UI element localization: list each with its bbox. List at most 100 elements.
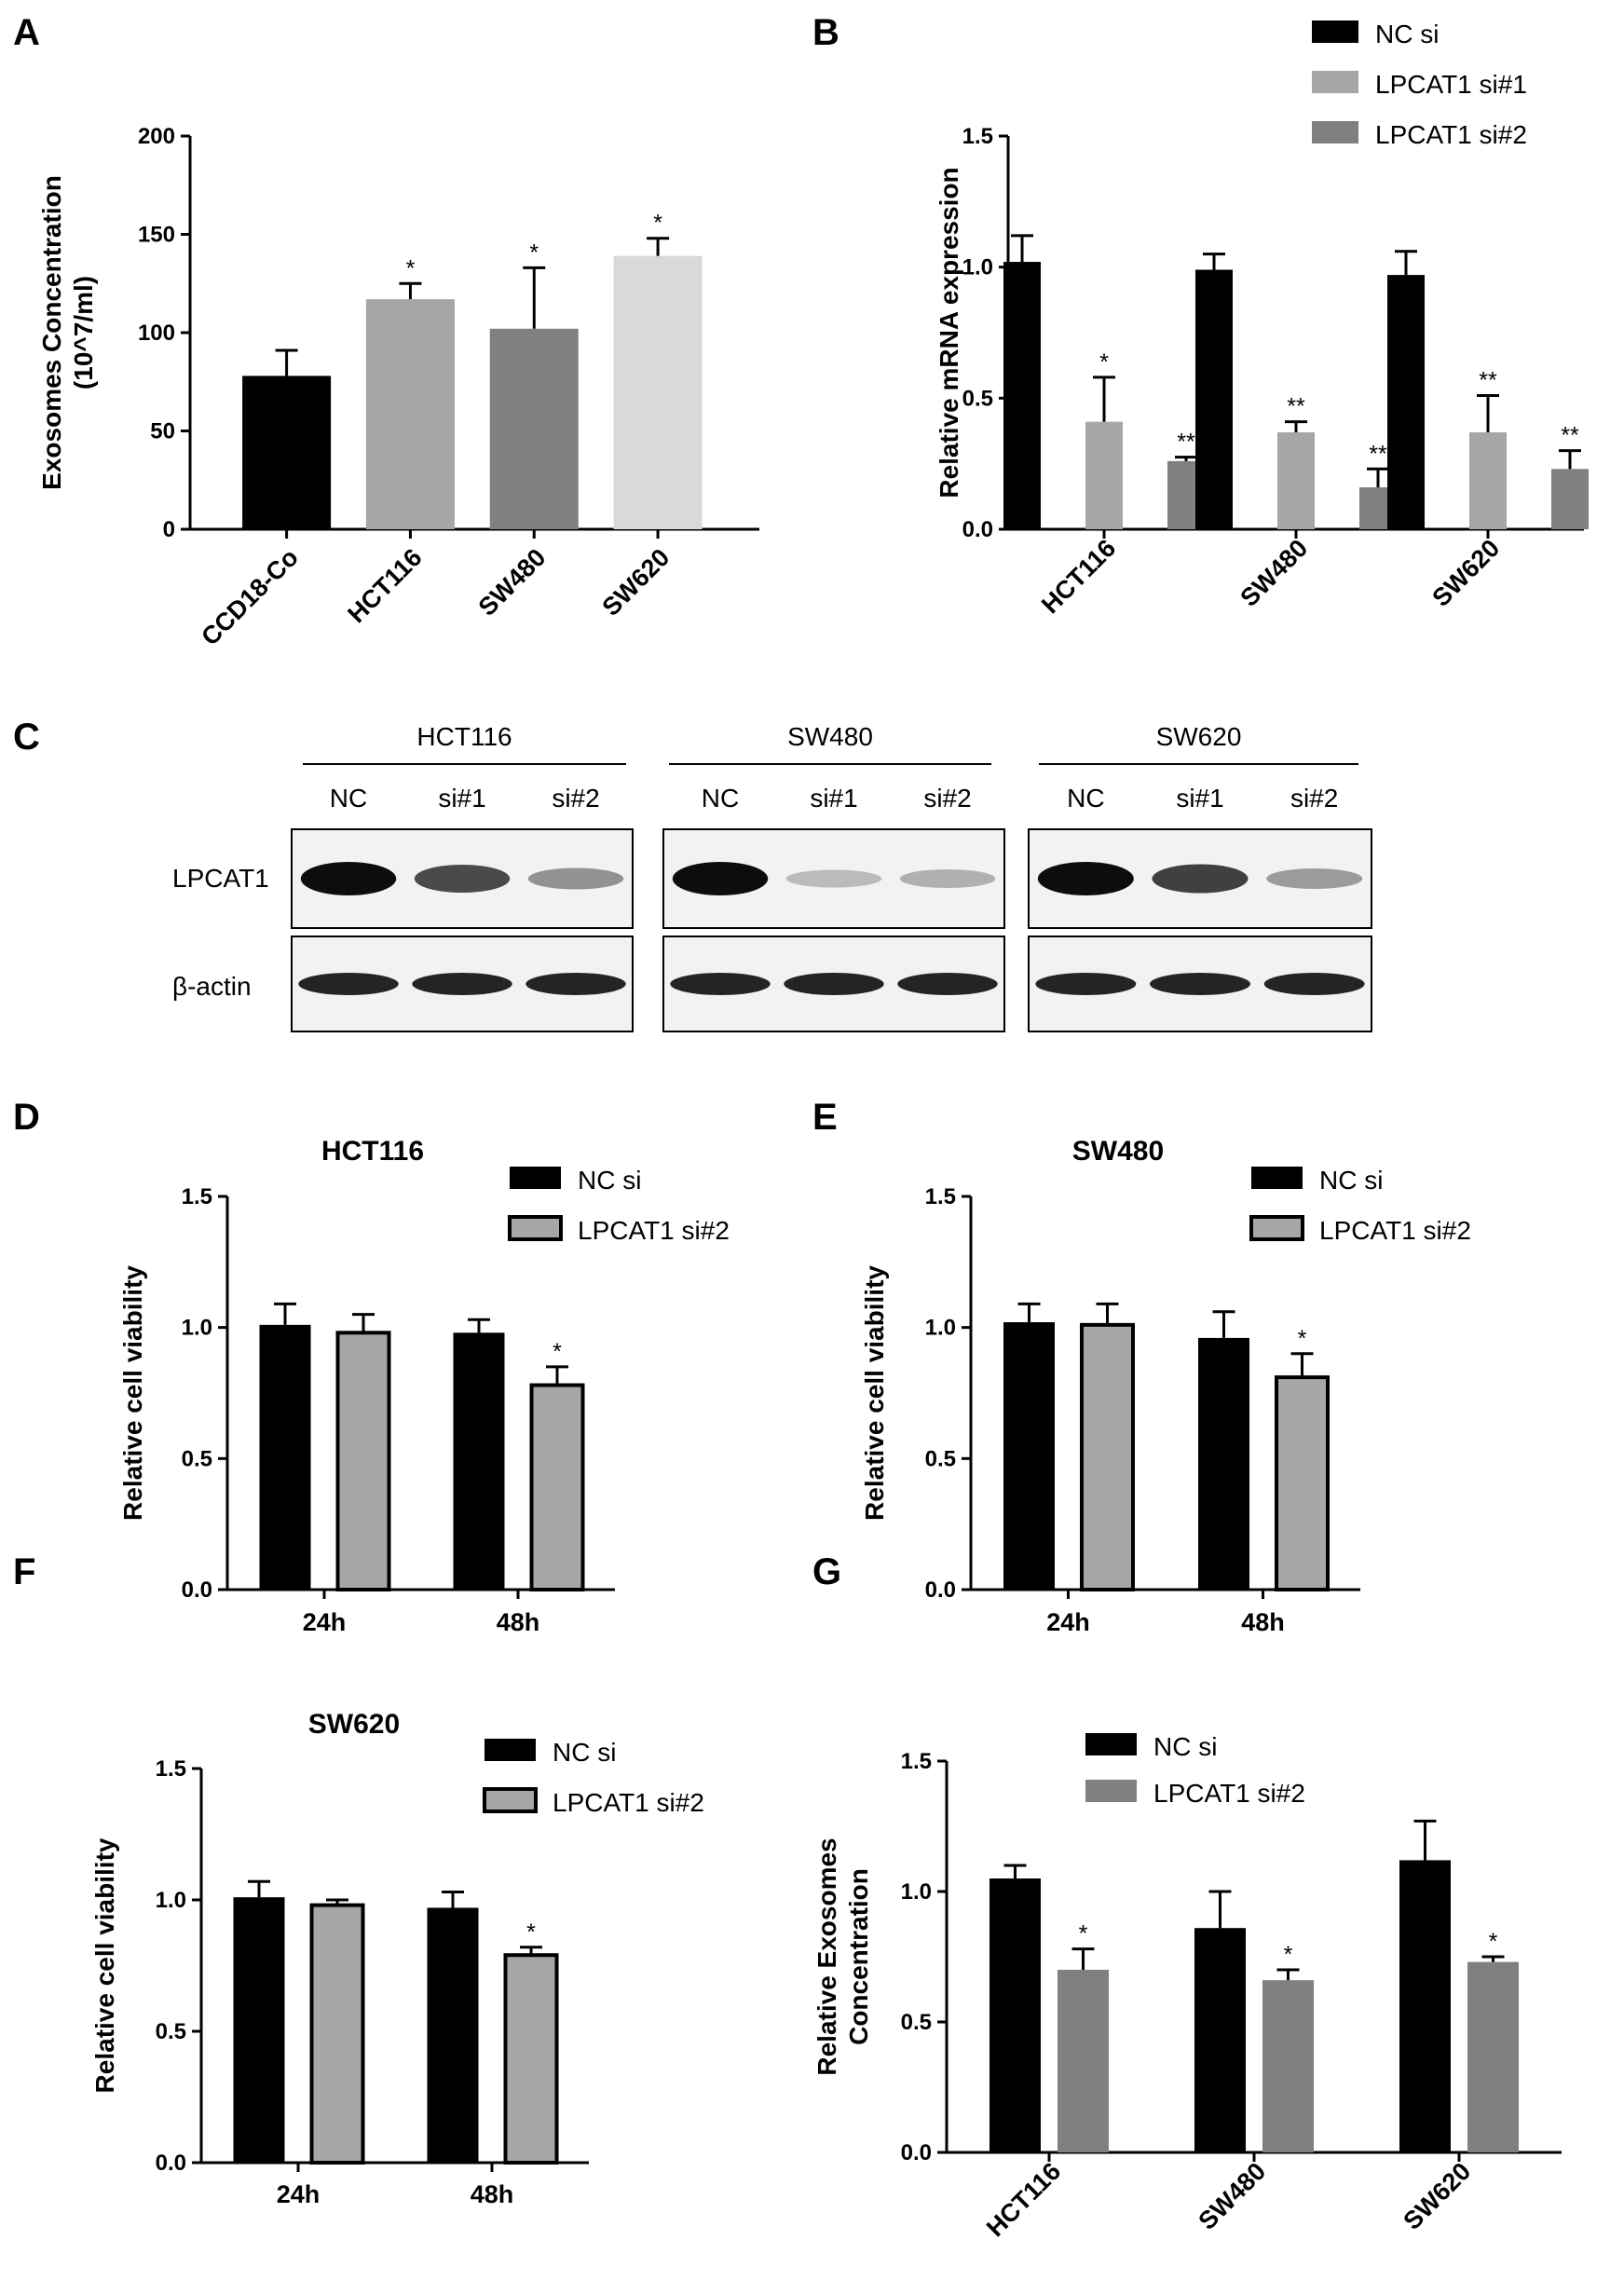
chart-a-y-tick-label: 0 (163, 517, 175, 542)
chart-e-legend-label: NC si (1319, 1166, 1383, 1195)
blot-band-lpcat1 (1152, 864, 1249, 894)
chart-g-legend-label: LPCAT1 si#2 (1153, 1779, 1305, 1808)
blot-band-lpcat1 (785, 869, 882, 888)
chart-f: 0.0 0.5 1.0 1.5 Relative cell viability SW620… (90, 1709, 704, 2208)
chart-a-significance: * (529, 239, 539, 266)
chart-d-title: HCT116 (321, 1136, 424, 1167)
chart-a-y-axis-label: (10^7/ml) (69, 276, 98, 389)
chart-a-x-tick-label: CCD18-Co (196, 543, 304, 651)
chart-f-bar-24h-s2 (309, 1903, 365, 2165)
chart-g-y-axis-label: Relative Exosomes (812, 1837, 841, 2075)
chart-e-bar-24h-s1 (1003, 1322, 1055, 1590)
chart-b-legend-label: LPCAT1 si#2 (1375, 120, 1527, 149)
chart-d-y-tick-label: 1.0 (182, 1316, 212, 1341)
chart-b-significance: * (1099, 349, 1109, 376)
chart-d-significance: * (553, 1339, 562, 1365)
blot-band-beta-actin (298, 973, 399, 995)
chart-a-y-tick-label: 100 (138, 321, 175, 346)
blot-band-lpcat1 (672, 862, 769, 895)
chart-b-y-axis-label: Relative mRNA expression (935, 167, 963, 498)
chart-b-legend-swatch (1312, 71, 1358, 93)
blot-band-lpcat1 (899, 869, 996, 888)
chart-g-x-tick-label: SW620 (1398, 2157, 1476, 2235)
chart-e-bar-48h-s2 (1275, 1375, 1330, 1591)
chart-g-y-tick-label: 0.0 (901, 2140, 932, 2165)
chart-g-y-tick-label: 1.5 (901, 1749, 932, 1774)
chart-d-bar-24h-s1 (259, 1324, 311, 1590)
chart-f-legend-label: NC si (553, 1738, 616, 1767)
chart-g-legend-swatch (1085, 1780, 1137, 1802)
chart-d-y-tick-label: 0.5 (182, 1446, 212, 1471)
chart-b-legend-label: LPCAT1 si#1 (1375, 70, 1527, 99)
chart-g-bar-sw480-s2 (1262, 1980, 1314, 2152)
chart-e-y-axis-label: Relative cell viability (860, 1265, 889, 1521)
chart-b-bar-hct116-s1 (1003, 262, 1041, 529)
chart-f-y-axis-label: Relative cell viability (90, 1837, 119, 2093)
chart-d-y-tick-label: 1.5 (182, 1184, 212, 1209)
chart-b-bar-sw620-s1 (1387, 275, 1425, 529)
chart-d-y-axis-label: Relative cell viability (118, 1265, 147, 1521)
chart-g-bar-sw620-s2 (1467, 1961, 1519, 2152)
chart-a-bar-ccd18-co (242, 376, 332, 529)
blot-band-beta-actin (1035, 973, 1137, 995)
chart-d-y-tick-label: 0.0 (182, 1578, 212, 1603)
chart-f-title: SW620 (308, 1709, 400, 1740)
blot-band-lpcat1 (414, 865, 511, 893)
chart-b-significance: ** (1561, 423, 1579, 449)
chart-d-legend-swatch (510, 1167, 561, 1189)
chart-g-legend-label: NC si (1153, 1732, 1217, 1761)
chart-b-bar-hct116-s2 (1085, 421, 1123, 529)
chart-f-y-tick-label: 0.5 (156, 2019, 186, 2044)
blot-lane-label-hct116: NC (330, 784, 367, 813)
chart-g-x-tick-label: HCT116 (981, 2157, 1066, 2242)
row-label-beta-actin: β-actin (172, 972, 252, 1001)
panel-letter-a: A (13, 12, 40, 53)
chart-b-significance: ** (1479, 368, 1497, 394)
chart-a-y-tick-label: 200 (138, 124, 175, 149)
chart-g-y-axis-label: Concentration (844, 1868, 873, 2045)
chart-a-y-tick-label: 50 (150, 419, 175, 444)
blot-lane-label-hct116: si#2 (552, 784, 599, 813)
chart-g: 0.0 0.5 1.0 1.5 Relative Exosomes Concentrati… (812, 1732, 1562, 2242)
chart-e-y-tick-label: 0.5 (925, 1446, 956, 1471)
chart-b-significance: ** (1177, 430, 1195, 456)
chart-b-y-tick-label: 1.5 (962, 124, 993, 149)
chart-a-bar-sw480 (489, 328, 579, 529)
blot-band-lpcat1 (1037, 862, 1134, 895)
blot-lane-label-hct116: si#1 (438, 784, 485, 813)
blot-band-lpcat1 (300, 862, 397, 895)
chart-d-legend-label: LPCAT1 si#2 (578, 1216, 730, 1245)
chart-g-significance: * (1489, 1929, 1498, 1955)
chart-e-legend-swatch (1251, 1167, 1303, 1189)
chart-b-y-tick-label: 0.5 (962, 386, 993, 411)
chart-a-y-axis-label: Exosomes Concentration (37, 175, 66, 490)
chart-f-bar-48h-s1 (427, 1907, 479, 2163)
blot-band-lpcat1 (1266, 868, 1363, 889)
chart-e-x-tick-label: 24h (1046, 1608, 1090, 1636)
chart-g-y-tick-label: 0.5 (901, 2010, 932, 2035)
chart-f-legend-swatch (484, 1739, 536, 1761)
chart-f-legend-label: LPCAT1 si#2 (553, 1788, 704, 1817)
chart-e-legend-label: LPCAT1 si#2 (1319, 1216, 1471, 1245)
panel-letter-g: G (812, 1551, 841, 1592)
chart-d-bar-48h-s1 (453, 1332, 505, 1590)
chart-e-x-tick-label: 48h (1241, 1608, 1285, 1636)
chart-e-legend-swatch (1249, 1215, 1304, 1241)
blot-band-beta-actin (525, 973, 626, 995)
chart-f-bar-48h-s2 (503, 1953, 559, 2165)
chart-g-y-tick-label: 1.0 (901, 1879, 932, 1905)
blot-band-beta-actin (670, 973, 771, 995)
chart-d: 0.0 0.5 1.0 1.5 Relative cell viability HCT11… (118, 1136, 730, 1636)
chart-g-bar-hct116-s1 (989, 1878, 1041, 2152)
blot-band-beta-actin (784, 973, 884, 995)
blot-band-beta-actin (412, 973, 512, 995)
blot-band-beta-actin (897, 973, 998, 995)
chart-a-x-tick-label: HCT116 (342, 543, 427, 628)
panel-letter-b: B (812, 12, 839, 53)
chart-e-title: SW480 (1072, 1136, 1164, 1167)
blot-lane-label-sw620: si#1 (1176, 784, 1223, 813)
chart-g-bar-hct116-s2 (1058, 1970, 1109, 2152)
panel-letter-d: D (13, 1097, 40, 1138)
